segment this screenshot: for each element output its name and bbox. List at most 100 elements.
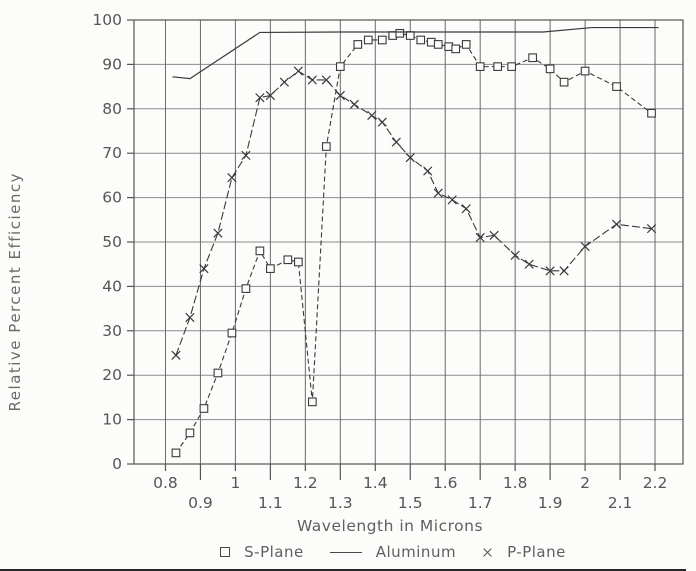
s-plane-marker	[416, 35, 426, 45]
p-plane-marker	[279, 77, 289, 87]
x-tick-label: 1.3	[328, 494, 353, 512]
p-plane-x-marker-icon	[482, 547, 493, 558]
x-tick-label: 2	[580, 474, 590, 492]
s-plane-marker	[283, 255, 293, 265]
aluminum-line-icon	[329, 551, 362, 553]
legend: S-Plane Aluminum P-Plane	[150, 541, 640, 563]
p-plane-marker	[335, 90, 345, 101]
x-tick-label: 2.2	[643, 474, 668, 492]
y-tick-label: 80	[102, 100, 122, 118]
p-plane-marker	[545, 266, 555, 276]
x-tick-label: 0.8	[153, 474, 178, 492]
s-plane-marker	[493, 62, 503, 71]
x-tick-label: 1.8	[503, 474, 528, 492]
s-plane-marker	[612, 82, 621, 91]
s-plane-marker	[171, 448, 181, 458]
x-tick-label: 2.1	[608, 494, 633, 512]
x-axis-title: Wavelength in Microns	[296, 517, 484, 535]
aluminum-line	[172, 26, 659, 80]
p-plane-marker	[524, 259, 534, 269]
s-plane-square-marker-icon	[220, 547, 231, 557]
x-tick-label: 1.4	[363, 474, 388, 492]
p-plane-marker	[349, 99, 359, 109]
s-plane-marker	[395, 28, 405, 38]
s-plane-marker	[451, 44, 461, 54]
p-plane-line	[175, 70, 652, 356]
y-tick-label: 100	[92, 11, 122, 29]
s-plane-marker	[377, 35, 387, 45]
s-plane-marker	[559, 77, 569, 87]
s-plane-marker	[405, 31, 415, 40]
s-plane-marker	[475, 62, 485, 71]
p-plane-marker	[580, 241, 590, 252]
p-plane-marker	[171, 350, 181, 360]
p-plane-marker	[559, 266, 569, 276]
y-tick-label: 60	[102, 189, 122, 207]
p-plane-marker	[377, 117, 387, 127]
s-plane-marker	[266, 264, 275, 273]
s-plane-marker	[461, 40, 471, 49]
p-plane-marker	[433, 188, 443, 198]
y-tick-label: 50	[102, 233, 122, 251]
s-plane-marker	[185, 428, 195, 438]
y-axis-title: Relative Percent Efficiency	[6, 172, 24, 412]
p-plane-marker	[646, 224, 657, 234]
y-tick-label: 10	[102, 411, 122, 429]
p-plane-marker	[321, 75, 331, 85]
p-plane-marker	[185, 312, 195, 323]
s-plane-marker	[647, 108, 656, 118]
s-plane-marker	[241, 284, 251, 293]
p-plane-marker	[293, 66, 303, 76]
s-plane-marker	[199, 404, 209, 413]
s-plane-marker	[507, 62, 517, 71]
s-plane-marker	[433, 40, 443, 49]
p-plane-marker	[213, 228, 223, 238]
y-tick-label: 70	[102, 144, 122, 162]
s-plane-marker	[353, 40, 363, 49]
x-tick-label: 1.7	[468, 494, 493, 512]
x-tick-label: 1.1	[258, 494, 283, 512]
p-plane-marker	[391, 137, 401, 147]
y-tick-label: 90	[102, 55, 122, 73]
x-tick-label: 1.5	[398, 494, 423, 512]
s-plane-marker	[227, 328, 237, 338]
s-plane-marker	[255, 246, 265, 256]
s-plane-marker	[528, 53, 537, 63]
legend-label-p-plane: P-Plane	[507, 543, 566, 561]
y-tick-label: 0	[112, 455, 122, 473]
p-plane-marker	[307, 75, 317, 85]
s-plane-marker	[335, 62, 345, 71]
s-plane-marker	[213, 368, 223, 378]
p-plane-marker	[227, 172, 237, 183]
y-tick-label: 20	[102, 366, 122, 384]
x-tick-label: 1.6	[433, 474, 458, 492]
p-plane-marker	[367, 110, 377, 121]
p-plane-marker	[241, 150, 251, 161]
p-plane-marker	[447, 195, 457, 205]
legend-label-aluminum: Aluminum	[375, 543, 457, 561]
s-plane-marker	[545, 64, 555, 74]
p-plane-marker	[405, 153, 415, 163]
s-plane-marker	[580, 66, 590, 76]
x-tick-label: 1.2	[293, 474, 318, 492]
p-plane-marker	[611, 219, 622, 229]
legend-label-s-plane: S-Plane	[244, 543, 304, 561]
x-tick-label: 1	[230, 474, 240, 492]
y-tick-label: 40	[102, 277, 122, 295]
p-plane-marker	[423, 166, 433, 176]
s-plane-marker	[294, 257, 303, 267]
s-plane-marker	[363, 35, 373, 45]
p-plane-marker	[255, 93, 265, 103]
x-tick-label: 1.9	[538, 494, 563, 512]
p-plane-marker	[510, 250, 520, 260]
p-plane-marker	[199, 264, 209, 274]
scan-edge-artifact	[0, 569, 686, 571]
s-plane-marker	[307, 397, 317, 407]
p-plane-marker	[489, 230, 499, 240]
p-plane-marker	[475, 232, 485, 243]
x-tick-label: 0.9	[188, 494, 213, 512]
p-plane-marker	[461, 204, 471, 214]
s-plane-line	[175, 32, 652, 454]
